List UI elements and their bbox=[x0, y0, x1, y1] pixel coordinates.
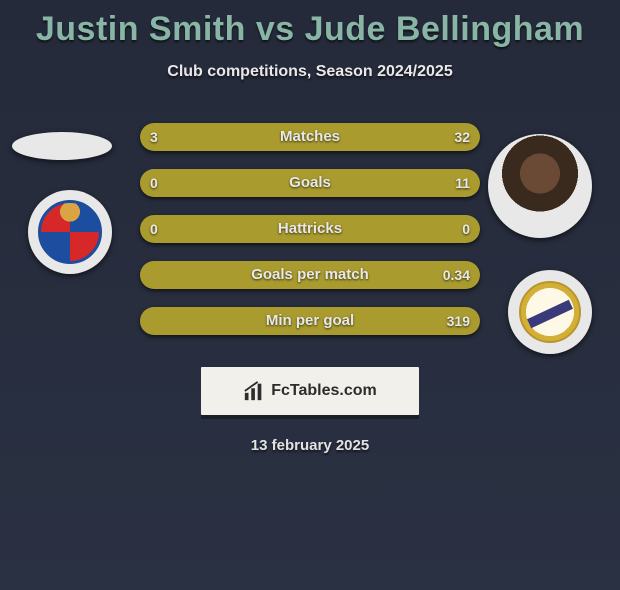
stat-value-left: 0 bbox=[150, 169, 158, 197]
stat-label: Matches bbox=[140, 123, 480, 151]
date-text: 13 february 2025 bbox=[0, 437, 620, 454]
watermark: FcTables.com bbox=[201, 367, 419, 415]
stat-row: Matches3 32 bbox=[140, 123, 480, 151]
stat-label: Goals bbox=[140, 169, 480, 197]
stat-value-right: 0 bbox=[462, 215, 470, 243]
stat-label: Min per goal bbox=[140, 307, 480, 335]
espanyol-crest-icon bbox=[38, 200, 102, 264]
stat-value-right: 0.34 bbox=[443, 261, 470, 289]
stat-label: Hattricks bbox=[140, 215, 480, 243]
player-right-avatar bbox=[488, 134, 592, 238]
stat-label: Goals per match bbox=[140, 261, 480, 289]
stat-value-right: 32 bbox=[454, 123, 470, 151]
stat-bars: Matches332Goals011Hattricks00Goals per m… bbox=[140, 123, 480, 353]
stat-row: Hattricks0 0 bbox=[140, 215, 480, 243]
stat-value-left: 3 bbox=[150, 123, 158, 151]
bar-chart-icon bbox=[243, 380, 265, 402]
player-left-avatar bbox=[12, 132, 112, 160]
club-badge-left bbox=[28, 190, 112, 274]
stat-row: Goals per match0.34 bbox=[140, 261, 480, 289]
stat-row: Min per goal319 bbox=[140, 307, 480, 335]
club-badge-right bbox=[508, 270, 592, 354]
real-madrid-crest-icon bbox=[519, 281, 581, 343]
stat-value-right: 11 bbox=[455, 169, 470, 197]
stat-value-left: 0 bbox=[150, 215, 158, 243]
stat-value-right: 319 bbox=[447, 307, 470, 335]
watermark-text: FcTables.com bbox=[271, 382, 377, 400]
subtitle: Club competitions, Season 2024/2025 bbox=[0, 63, 620, 81]
stat-row: Goals0 11 bbox=[140, 169, 480, 197]
page-title: Justin Smith vs Jude Bellingham bbox=[0, 10, 620, 49]
